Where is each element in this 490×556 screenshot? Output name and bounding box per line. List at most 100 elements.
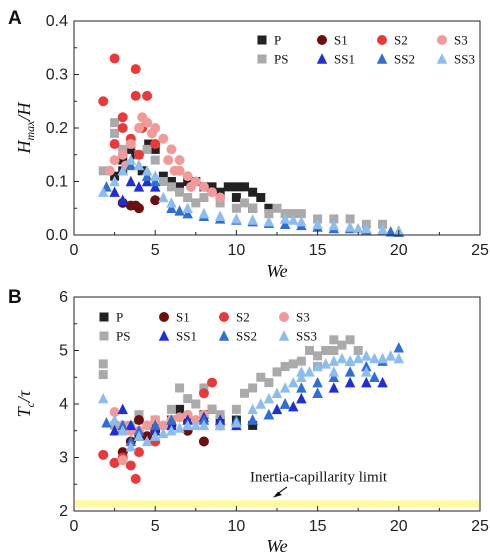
legend-label-s3: S3 bbox=[454, 33, 468, 48]
data-point bbox=[166, 197, 177, 208]
x-tick-label: 10 bbox=[228, 518, 246, 535]
data-point bbox=[207, 377, 218, 388]
data-point bbox=[190, 419, 202, 431]
data-point bbox=[256, 372, 266, 382]
data-point bbox=[182, 207, 193, 219]
data-point bbox=[109, 139, 120, 150]
data-point bbox=[264, 209, 274, 219]
data-point bbox=[158, 133, 169, 144]
legend-marker-s1 bbox=[317, 35, 327, 45]
data-point bbox=[166, 414, 177, 425]
data-point bbox=[163, 155, 174, 166]
data-point bbox=[166, 425, 177, 436]
data-point bbox=[199, 383, 209, 393]
annotation-arrow-head bbox=[273, 491, 282, 498]
data-point bbox=[352, 222, 364, 234]
data-point bbox=[117, 112, 128, 123]
data-point bbox=[98, 186, 109, 197]
panel-b-y-axis-label: Tc/τ bbox=[14, 390, 37, 417]
data-point bbox=[328, 382, 340, 393]
data-point bbox=[271, 387, 283, 399]
data-point bbox=[125, 460, 136, 471]
panel-a-chart: A 0 5 10 15 20 25 0.0 0.1 0.2 0.3 0.4 P S1 S2 S3 PS SS1… bbox=[8, 8, 489, 281]
data-point bbox=[109, 457, 120, 468]
data-point bbox=[240, 198, 250, 208]
data-point bbox=[296, 366, 307, 377]
panel-b-y-axis-label-sub: c bbox=[23, 401, 37, 407]
data-point bbox=[142, 144, 152, 154]
data-point bbox=[329, 346, 339, 355]
data-point bbox=[183, 394, 193, 404]
annotation-label: Inertia-capillarity limit bbox=[250, 470, 388, 486]
data-point bbox=[149, 419, 161, 431]
data-point bbox=[272, 367, 282, 377]
data-point bbox=[109, 175, 120, 187]
data-point bbox=[247, 414, 258, 425]
data-point bbox=[98, 359, 108, 369]
legend-label-s1: S1 bbox=[176, 310, 190, 325]
data-point bbox=[104, 165, 115, 176]
data-point bbox=[279, 218, 291, 230]
y-tick-label: 0.0 bbox=[46, 227, 68, 244]
data-point bbox=[393, 352, 405, 364]
data-point bbox=[264, 203, 274, 213]
data-point bbox=[182, 171, 193, 182]
series-ss3 bbox=[98, 350, 405, 452]
data-point bbox=[117, 425, 128, 436]
data-point bbox=[255, 398, 266, 409]
data-point bbox=[313, 351, 323, 361]
legend-marker-ss2 bbox=[376, 53, 388, 64]
data-point bbox=[175, 187, 185, 197]
y-tick-label: 2 bbox=[59, 503, 68, 520]
data-point bbox=[377, 223, 388, 235]
data-point bbox=[175, 404, 185, 414]
data-point bbox=[109, 155, 120, 166]
x-tick-label: 15 bbox=[309, 242, 327, 259]
data-point bbox=[328, 355, 340, 366]
data-point bbox=[214, 414, 226, 425]
data-point bbox=[361, 222, 372, 234]
data-point bbox=[369, 352, 380, 364]
data-point bbox=[133, 447, 144, 458]
data-point bbox=[279, 382, 291, 393]
data-point bbox=[134, 410, 144, 420]
x-tick-label: 5 bbox=[151, 242, 160, 259]
data-point bbox=[125, 139, 136, 150]
data-point bbox=[296, 371, 307, 382]
data-point bbox=[385, 350, 396, 361]
y-tick-label: 5 bbox=[59, 343, 68, 360]
data-point bbox=[231, 417, 242, 428]
data-point bbox=[328, 371, 340, 382]
data-point bbox=[231, 404, 241, 414]
legend-marker-ps bbox=[99, 331, 109, 341]
series-ss1 bbox=[109, 175, 161, 205]
panel-a-y-axis-label-rest: /H bbox=[14, 101, 34, 121]
legend-marker-ss1 bbox=[316, 53, 328, 64]
data-point bbox=[130, 64, 141, 75]
data-point bbox=[288, 359, 298, 369]
data-point bbox=[199, 193, 209, 203]
y-tick-label: 6 bbox=[59, 289, 68, 306]
data-point bbox=[248, 420, 258, 430]
legend-label-s3: S3 bbox=[296, 310, 310, 325]
data-point bbox=[133, 181, 145, 192]
y-tick-label: 0.3 bbox=[46, 67, 68, 84]
legend-marker-ss2 bbox=[218, 330, 230, 341]
x-tick-label: 0 bbox=[70, 242, 79, 259]
data-point bbox=[231, 203, 241, 213]
data-point bbox=[182, 419, 193, 431]
data-point bbox=[141, 435, 153, 447]
data-point bbox=[263, 215, 275, 227]
data-point bbox=[149, 425, 161, 436]
legend-label-ss3: SS3 bbox=[296, 329, 317, 344]
data-point bbox=[133, 415, 144, 426]
y-tick-label: 0.1 bbox=[46, 174, 68, 191]
data-point bbox=[385, 226, 396, 237]
data-point bbox=[248, 187, 258, 197]
data-point bbox=[125, 175, 137, 187]
data-point bbox=[296, 356, 306, 366]
data-point bbox=[144, 139, 154, 149]
data-point bbox=[361, 350, 372, 361]
data-point bbox=[182, 202, 193, 213]
